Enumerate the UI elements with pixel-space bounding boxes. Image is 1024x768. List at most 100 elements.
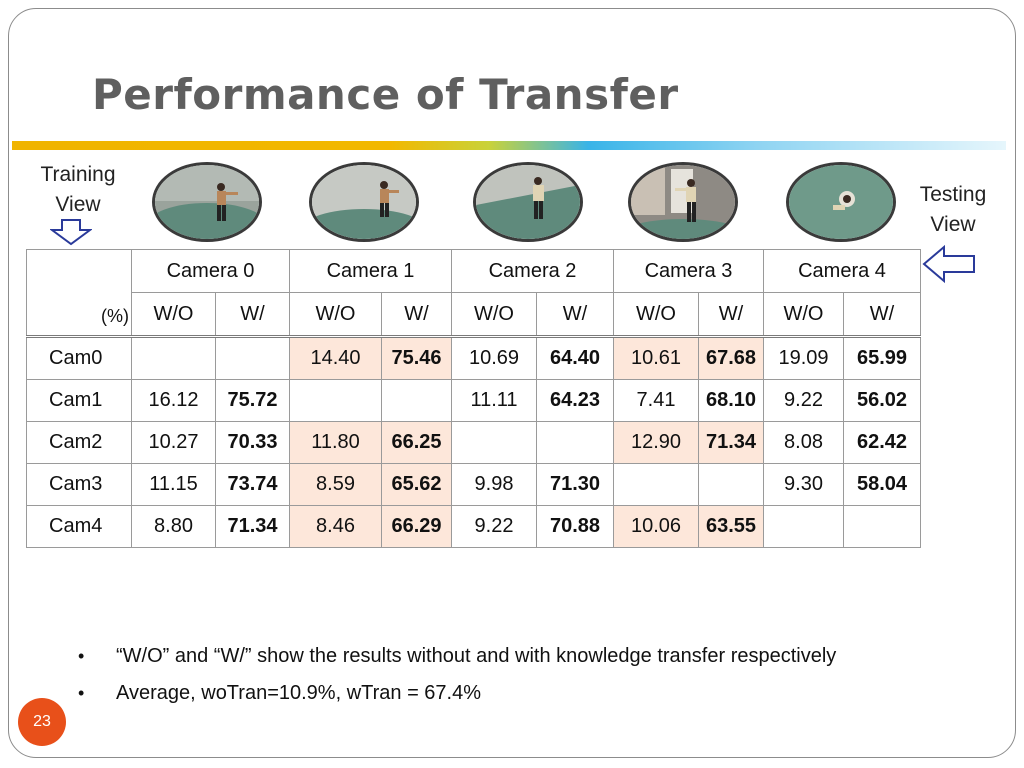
header-camera-2: Camera 2: [451, 249, 614, 293]
training-view-line1: Training: [40, 163, 116, 186]
empty-cell: [451, 421, 537, 464]
with-transfer-cell: 58.04: [843, 463, 921, 506]
header-camera-4: Camera 4: [763, 249, 921, 293]
table-body: Cam0 14.40 75.46 10.69 64.40 10.61 67.68 19.09 6…: [26, 336, 921, 548]
table-row: Cam2 10.27 70.33 11.80 66.25 12.90 71.34 8.08 62…: [26, 421, 921, 464]
empty-cell: [613, 463, 699, 506]
camera-4-thumbnail: [786, 162, 896, 242]
with-transfer-cell: 70.33: [215, 421, 290, 464]
subheader-row: W/O W/ W/O W/ W/O W/ W/O W/ W/O W/: [26, 292, 921, 337]
subheader-wo: W/O: [763, 292, 844, 337]
subheader-w: W/: [843, 292, 921, 337]
bullet-list: • “W/O” and “W/” show the results withou…: [78, 640, 836, 714]
table-row: Cam4 8.80 71.34 8.46 66.29 9.22 70.88 10.06 63.5…: [26, 505, 921, 548]
row-label: Cam1: [26, 379, 132, 422]
with-transfer-cell: 63.55: [698, 505, 764, 548]
without-transfer-cell: 9.22: [763, 379, 844, 422]
without-transfer-cell: 9.98: [451, 463, 537, 506]
with-transfer-cell: 66.25: [381, 421, 452, 464]
without-transfer-cell: 10.61: [613, 336, 699, 380]
with-transfer-cell: 65.99: [843, 336, 921, 380]
subheader-w: W/: [381, 292, 452, 337]
bullet-marker: •: [78, 683, 85, 703]
training-view-label: Training View: [28, 160, 128, 220]
slide-title: Performance of Transfer: [92, 70, 679, 119]
without-transfer-cell: 8.59: [289, 463, 382, 506]
subheader-wo: W/O: [451, 292, 537, 337]
subheader-w: W/: [698, 292, 764, 337]
without-transfer-cell: 7.41: [613, 379, 699, 422]
with-transfer-cell: 64.23: [536, 379, 614, 422]
header-camera-0: Camera 0: [131, 249, 290, 293]
with-transfer-cell: 73.74: [215, 463, 290, 506]
camera-header-row: (%) Camera 0 Camera 1 Camera 2 Camera 3 …: [26, 249, 921, 337]
empty-cell: [289, 379, 382, 422]
without-transfer-cell: 16.12: [131, 379, 216, 422]
with-transfer-cell: 56.02: [843, 379, 921, 422]
bullet-item: • Average, woTran=10.9%, wTran = 67.4%: [78, 677, 836, 714]
page-number-badge: 23: [18, 698, 66, 746]
transfer-results-table: (%) Camera 0 Camera 1 Camera 2 Camera 3 …: [26, 249, 921, 548]
table-row: Cam3 11.15 73.74 8.59 65.62 9.98 71.30 9.30 58.0…: [26, 463, 921, 506]
without-transfer-cell: 8.08: [763, 421, 844, 464]
testing-view-label: Testing View: [900, 180, 1006, 240]
table-row: Cam1 16.12 75.72 11.11 64.23 7.41 68.10 9.22 56.…: [26, 379, 921, 422]
testing-view-line1: Testing: [919, 183, 987, 206]
percent-unit-label: (%): [101, 306, 129, 326]
with-transfer-cell: 64.40: [536, 336, 614, 380]
with-transfer-cell: 68.10: [698, 379, 764, 422]
training-view-line2: View: [55, 193, 101, 216]
with-transfer-cell: 71.34: [698, 421, 764, 464]
table-row: Cam0 14.40 75.46 10.69 64.40 10.61 67.68 19.09 6…: [26, 336, 921, 380]
testing-view-line2: View: [930, 213, 976, 236]
without-transfer-cell: 11.80: [289, 421, 382, 464]
page-number: 23: [33, 713, 51, 730]
without-transfer-cell: 9.22: [451, 505, 537, 548]
bullet-marker: •: [78, 646, 85, 666]
empty-cell: [536, 421, 614, 464]
title-accent-bar: [12, 141, 1006, 150]
with-transfer-cell: 75.72: [215, 379, 290, 422]
without-transfer-cell: 8.46: [289, 505, 382, 548]
with-transfer-cell: 62.42: [843, 421, 921, 464]
without-transfer-cell: 14.40: [289, 336, 382, 380]
empty-cell: [215, 336, 290, 380]
without-transfer-cell: 11.15: [131, 463, 216, 506]
with-transfer-cell: 67.68: [698, 336, 764, 380]
without-transfer-cell: 9.30: [763, 463, 844, 506]
empty-cell: [763, 505, 844, 548]
without-transfer-cell: 8.80: [131, 505, 216, 548]
with-transfer-cell: 70.88: [536, 505, 614, 548]
with-transfer-cell: 75.46: [381, 336, 452, 380]
bullet-item: • “W/O” and “W/” show the results withou…: [78, 640, 836, 677]
with-transfer-cell: 65.62: [381, 463, 452, 506]
row-label: Cam2: [26, 421, 132, 464]
row-label: Cam0: [26, 336, 132, 380]
without-transfer-cell: 19.09: [763, 336, 844, 380]
with-transfer-cell: 66.29: [381, 505, 452, 548]
without-transfer-cell: 10.69: [451, 336, 537, 380]
without-transfer-cell: 10.27: [131, 421, 216, 464]
row-label: Cam4: [26, 505, 132, 548]
subheader-w: W/: [536, 292, 614, 337]
empty-cell: [698, 463, 764, 506]
with-transfer-cell: 71.34: [215, 505, 290, 548]
with-transfer-cell: 71.30: [536, 463, 614, 506]
bullet-text: “W/O” and “W/” show the results without …: [116, 645, 837, 667]
table-corner-cell: (%): [26, 249, 132, 337]
camera-2-thumbnail: [473, 162, 583, 242]
empty-cell: [131, 336, 216, 380]
subheader-wo: W/O: [131, 292, 216, 337]
subheader-wo: W/O: [289, 292, 382, 337]
empty-cell: [381, 379, 452, 422]
without-transfer-cell: 12.90: [613, 421, 699, 464]
left-arrow-outline-icon: [922, 244, 975, 284]
camera-3-thumbnail: [628, 162, 738, 242]
camera-0-thumbnail: [152, 162, 262, 242]
empty-cell: [843, 505, 921, 548]
down-arrow-outline-icon: [50, 219, 92, 246]
row-label: Cam3: [26, 463, 132, 506]
bullet-text: Average, woTran=10.9%, wTran = 67.4%: [116, 682, 482, 704]
without-transfer-cell: 10.06: [613, 505, 699, 548]
camera-1-thumbnail: [309, 162, 419, 242]
